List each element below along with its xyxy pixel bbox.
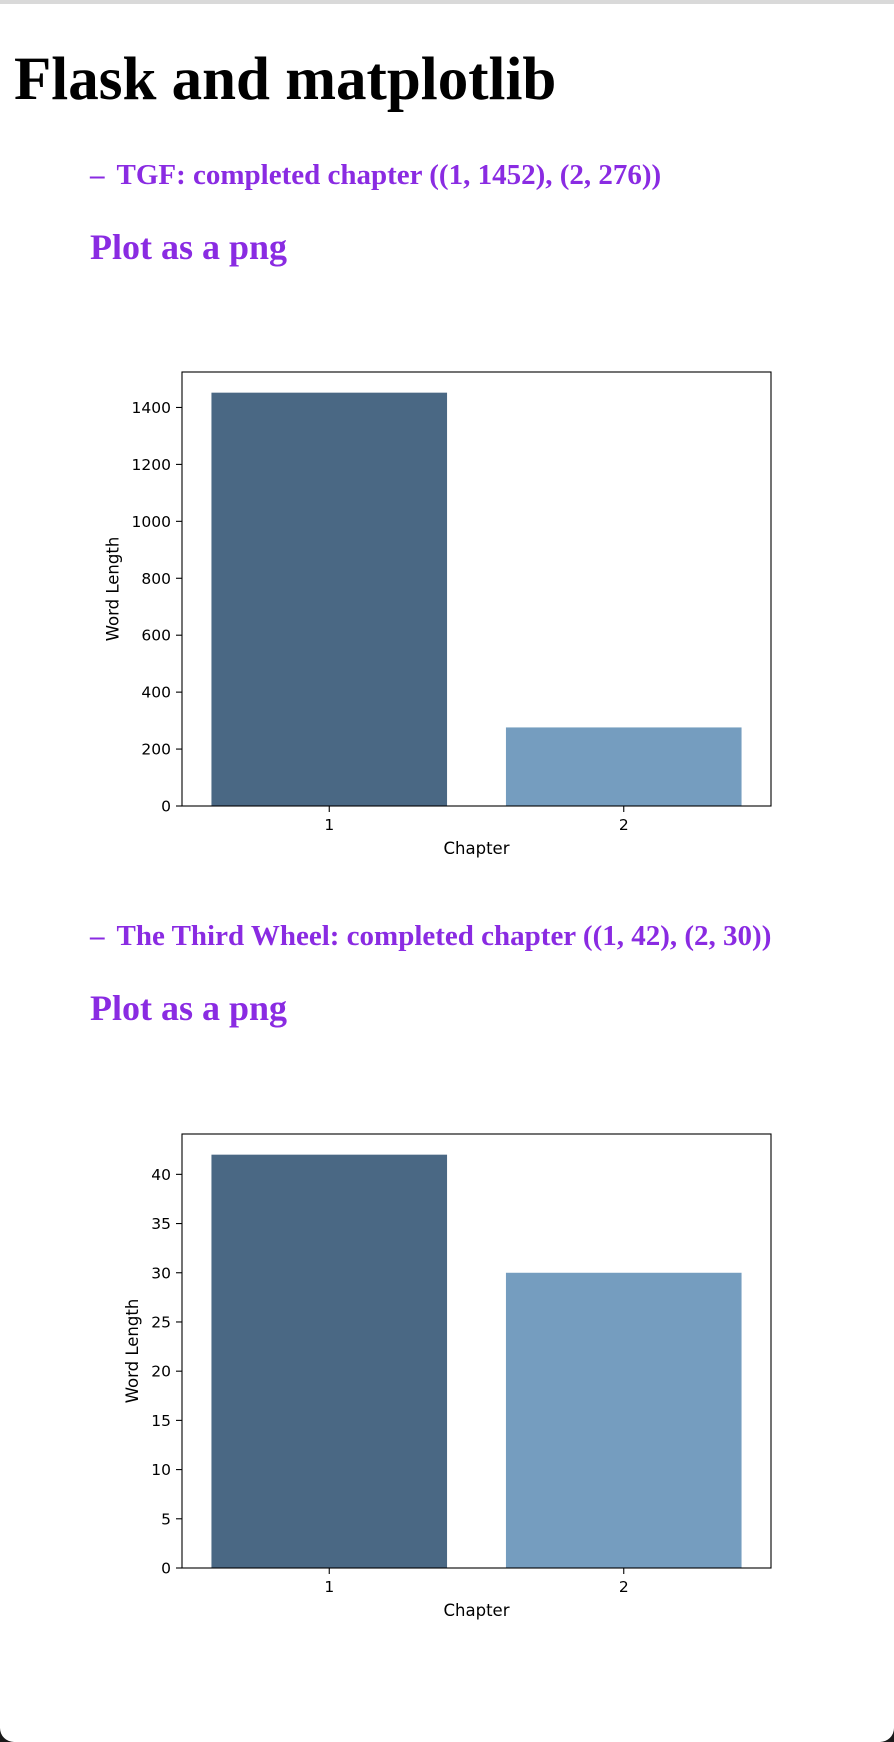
y-tick-label: 0 (161, 798, 171, 816)
section-summary-text: TGF: completed chapter ((1, 1452), (2, 2… (116, 159, 662, 191)
x-axis-label: Chapter (444, 1601, 510, 1620)
y-tick-label: 1400 (132, 399, 171, 417)
y-tick-label: 15 (151, 1412, 171, 1430)
page-title: Flask and matplotlib (14, 46, 557, 113)
y-tick-label: 1000 (132, 513, 171, 531)
bar-chapter-1 (211, 392, 448, 806)
y-tick-label: 600 (141, 627, 171, 645)
y-tick-label: 400 (141, 684, 171, 702)
section-summary-line-2: – The Third Wheel: completed chapter ((1,… (90, 919, 771, 953)
section-summary-text: The Third Wheel: completed chapter ((1, … (116, 920, 772, 952)
bar-chapter-2 (505, 727, 742, 806)
y-tick-label: 1200 (132, 456, 171, 474)
x-tick-label: 1 (324, 1578, 334, 1596)
plot-heading-2: Plot as a png (90, 988, 288, 1028)
browser-top-border (0, 0, 894, 4)
plot-heading-1: Plot as a png (90, 227, 288, 267)
y-tick-label: 35 (151, 1215, 171, 1233)
bar-chapter-1 (211, 1154, 448, 1568)
y-axis-label: Word Length (104, 537, 123, 642)
y-tick-label: 20 (151, 1363, 171, 1381)
list-dash: – (90, 159, 105, 191)
x-tick-label: 2 (619, 816, 629, 834)
list-dash: – (90, 920, 105, 952)
section-summary-line-1: – TGF: completed chapter ((1, 1452), (2, … (90, 158, 661, 192)
x-tick-label: 1 (324, 816, 334, 834)
y-tick-label: 25 (151, 1313, 171, 1331)
word-length-bar-chart-1: 0 200 400 600 800 1000 1200 1400 1 2 Chapter Word L… (104, 371, 772, 858)
y-tick-label: 0 (161, 1560, 171, 1578)
y-tick-label: 10 (151, 1461, 171, 1479)
x-tick-label: 2 (619, 1578, 629, 1596)
y-tick-label: 40 (151, 1166, 171, 1184)
y-axis-label: Word Length (123, 1299, 142, 1404)
x-axis-label: Chapter (444, 839, 510, 858)
y-tick-label: 800 (141, 570, 171, 588)
bar-chapter-2 (505, 1272, 742, 1568)
plot-frame (181, 1133, 772, 1569)
y-tick-label: 30 (151, 1264, 171, 1282)
y-tick-label: 200 (141, 741, 171, 759)
word-length-bar-chart-2: 0 5 10 15 20 25 30 35 40 1 2 Chapter Word Length (123, 1133, 772, 1620)
plot-frame (181, 371, 772, 807)
y-tick-label: 5 (161, 1510, 171, 1528)
